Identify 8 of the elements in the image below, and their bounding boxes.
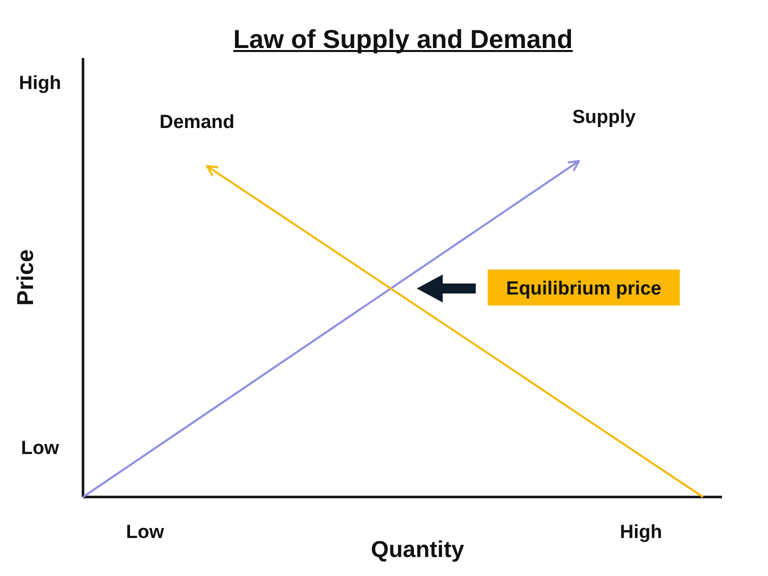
chart-title: Law of Supply and Demand: [233, 24, 573, 54]
annotation: Equilibrium price: [506, 278, 662, 300]
x-axis-title: Quantity: [370, 536, 464, 562]
series-label: Supply: [572, 107, 636, 128]
text: Low: [21, 438, 60, 459]
text: High: [18, 73, 62, 94]
y-axis-title: Price: [12, 249, 38, 306]
text: Demand: [160, 112, 234, 134]
